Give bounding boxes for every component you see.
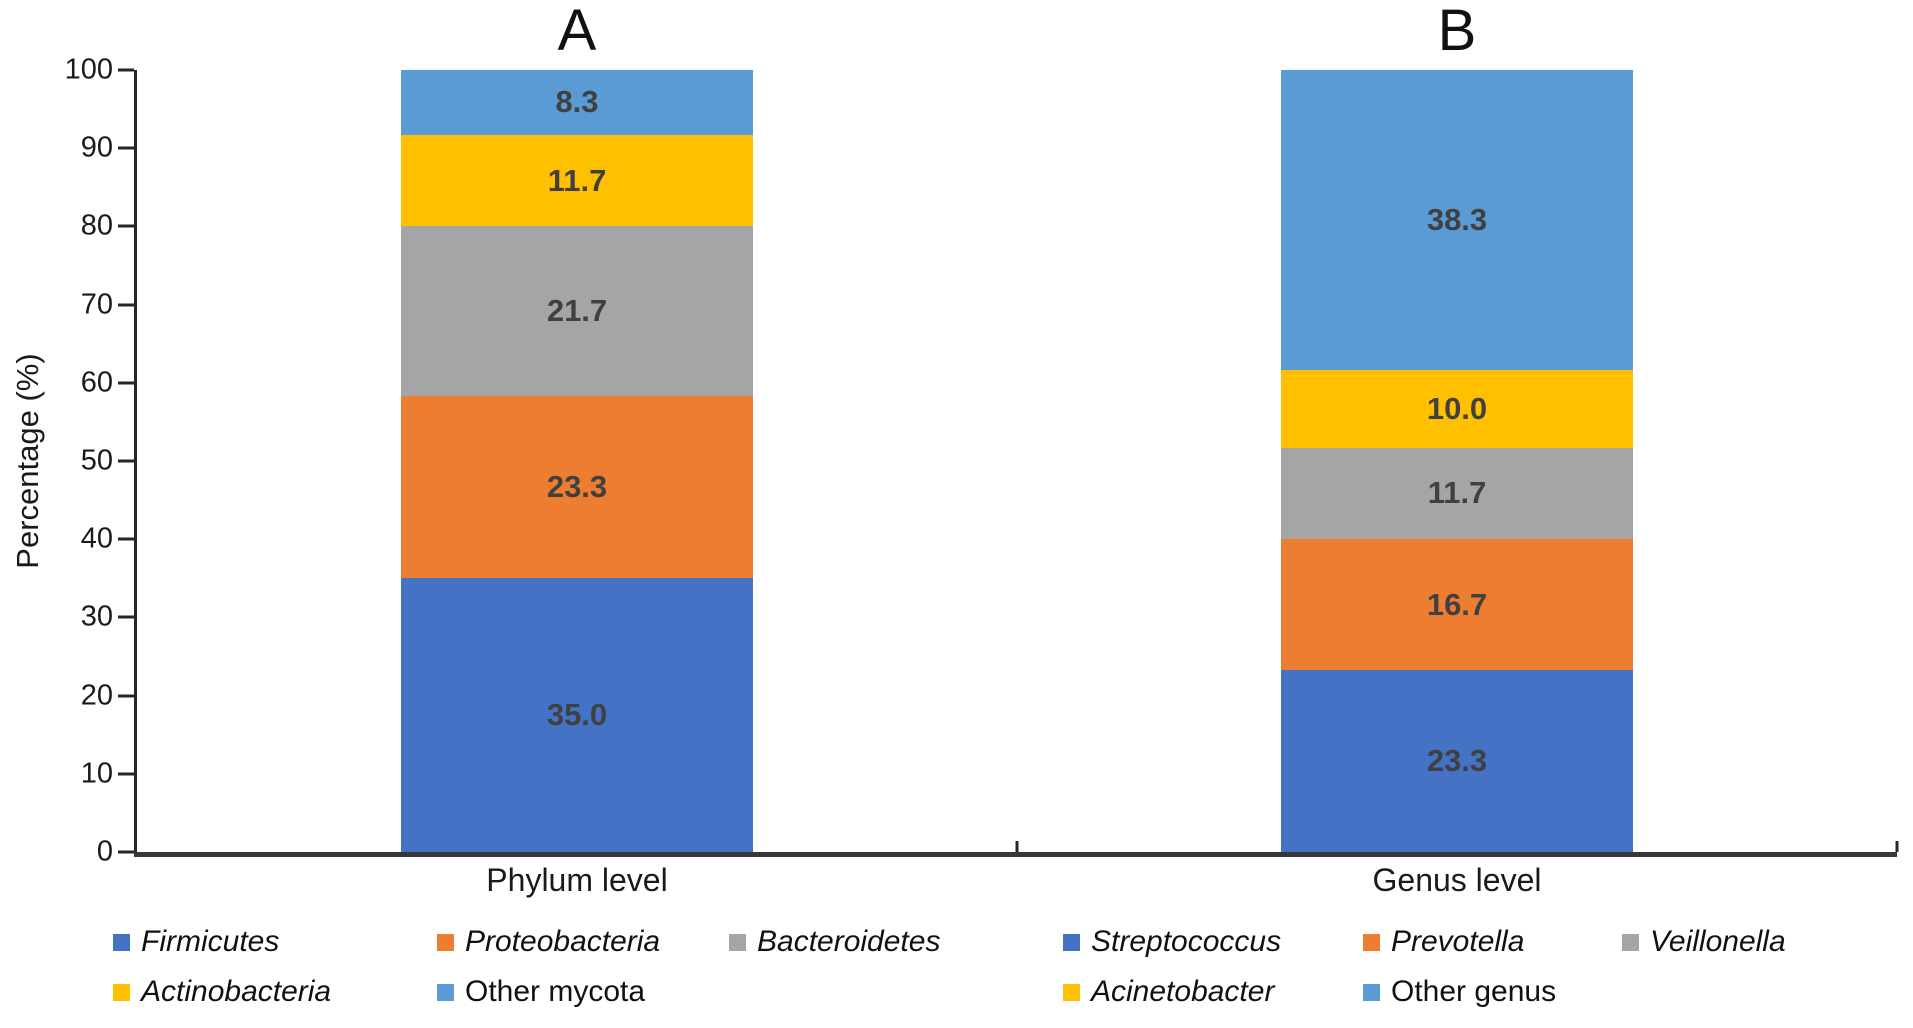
segment-value-label: 23.3 <box>1426 742 1488 778</box>
segment-value-label: 35.0 <box>546 697 608 733</box>
y-tick-label: 80 <box>80 209 113 242</box>
y-tick-label: 10 <box>80 757 113 790</box>
category-label: Phylum level <box>486 862 668 898</box>
bar-segment: 21.7 <box>401 226 753 397</box>
legend-swatch <box>113 933 130 951</box>
y-tick <box>118 459 134 463</box>
segment-value-label: 10.0 <box>1426 390 1488 426</box>
segment-value-label: 38.3 <box>1426 201 1488 237</box>
legend-item: Firmicutes <box>113 923 279 961</box>
legend-item: Streptococcus <box>1063 923 1281 961</box>
legend-label: Veillonella <box>1650 925 1786 958</box>
legend-label: Prevotella <box>1391 925 1525 958</box>
y-tick <box>118 537 134 541</box>
bar-segment: 23.3 <box>1281 669 1633 852</box>
legend-swatch <box>729 933 746 951</box>
y-tick <box>118 146 134 150</box>
legend-swatch <box>113 983 130 1001</box>
legend-swatch <box>1063 983 1080 1001</box>
panel-title-a: A <box>557 0 597 63</box>
y-axis-line <box>134 70 137 857</box>
legend-item: Proteobacteria <box>437 923 660 961</box>
legend-label: Other genus <box>1391 975 1557 1008</box>
legend-label: Acinetobacter <box>1091 975 1275 1008</box>
x-boundary-tick <box>1895 841 1899 852</box>
bar-segment: 11.7 <box>401 134 753 227</box>
y-tick <box>118 694 134 698</box>
y-tick-label: 20 <box>80 679 113 712</box>
segment-value-label: 11.7 <box>547 162 607 198</box>
panel-title-b: B <box>1437 0 1477 63</box>
y-tick <box>118 772 134 776</box>
bar-column-a: 35.0 23.3 21.7 11.7 8.3 <box>401 70 753 852</box>
legend-swatch <box>1363 933 1380 951</box>
bar-segment: 38.3 <box>1281 70 1633 370</box>
legend-swatch <box>1363 983 1380 1001</box>
bar-segment: 11.7 <box>1281 447 1633 540</box>
y-tick <box>118 381 134 385</box>
segment-value-label: 11.7 <box>1427 475 1487 511</box>
y-tick <box>118 850 134 854</box>
segment-value-label: 16.7 <box>1426 586 1488 622</box>
bar-segment: 16.7 <box>1281 539 1633 670</box>
legend-swatch <box>437 933 454 951</box>
y-tick <box>118 224 134 228</box>
legend-label: Streptococcus <box>1091 925 1282 958</box>
segment-value-label: 21.7 <box>546 293 608 329</box>
legend-label: Other mycota <box>465 975 646 1008</box>
legend-label: Actinobacteria <box>141 975 332 1008</box>
legend-swatch <box>437 983 454 1001</box>
y-tick-label: 0 <box>96 835 113 868</box>
bar-segment: 23.3 <box>401 396 753 579</box>
legend-item: Veillonella <box>1622 923 1786 961</box>
segment-value-label: 8.3 <box>555 84 599 120</box>
category-label: Genus level <box>1372 862 1542 898</box>
bar-segment: 8.3 <box>401 70 753 135</box>
bar-column-b: 23.3 16.7 11.7 10.0 38.3 <box>1281 70 1633 852</box>
legend-item: Other mycota <box>437 973 645 1011</box>
y-tick-label: 100 <box>64 53 113 86</box>
bar-segment: 10.0 <box>1281 369 1633 448</box>
y-tick <box>118 68 134 72</box>
legend-item: Acinetobacter <box>1063 973 1274 1011</box>
y-tick <box>118 303 134 307</box>
legend-item: Actinobacteria <box>113 973 331 1011</box>
plot-area: 0 10 20 30 40 50 60 70 80 90 100 35.0 23.3 21.7 11.7 8.… <box>65 55 1899 866</box>
legend-label: Bacteroidetes <box>757 925 941 958</box>
legend-label: Firmicutes <box>141 925 280 958</box>
y-tick-label: 30 <box>80 600 113 633</box>
y-tick-label: 40 <box>80 522 113 555</box>
x-axis-line <box>134 852 1897 857</box>
bar-segment: 35.0 <box>401 578 753 852</box>
segment-value-label: 23.3 <box>546 469 608 505</box>
y-tick <box>118 615 134 619</box>
legend-item: Prevotella <box>1363 923 1524 961</box>
legend-label: Proteobacteria <box>465 925 661 958</box>
legend-item: Other genus <box>1363 973 1556 1011</box>
x-boundary-tick <box>1015 841 1019 852</box>
y-tick-label: 60 <box>80 366 113 399</box>
y-tick-label: 50 <box>80 444 113 477</box>
legend-swatch <box>1622 933 1639 951</box>
legend-swatch <box>1063 933 1080 951</box>
y-tick-label: 90 <box>80 131 113 164</box>
y-tick-label: 70 <box>80 288 113 321</box>
legend-item: Bacteroidetes <box>729 923 940 961</box>
